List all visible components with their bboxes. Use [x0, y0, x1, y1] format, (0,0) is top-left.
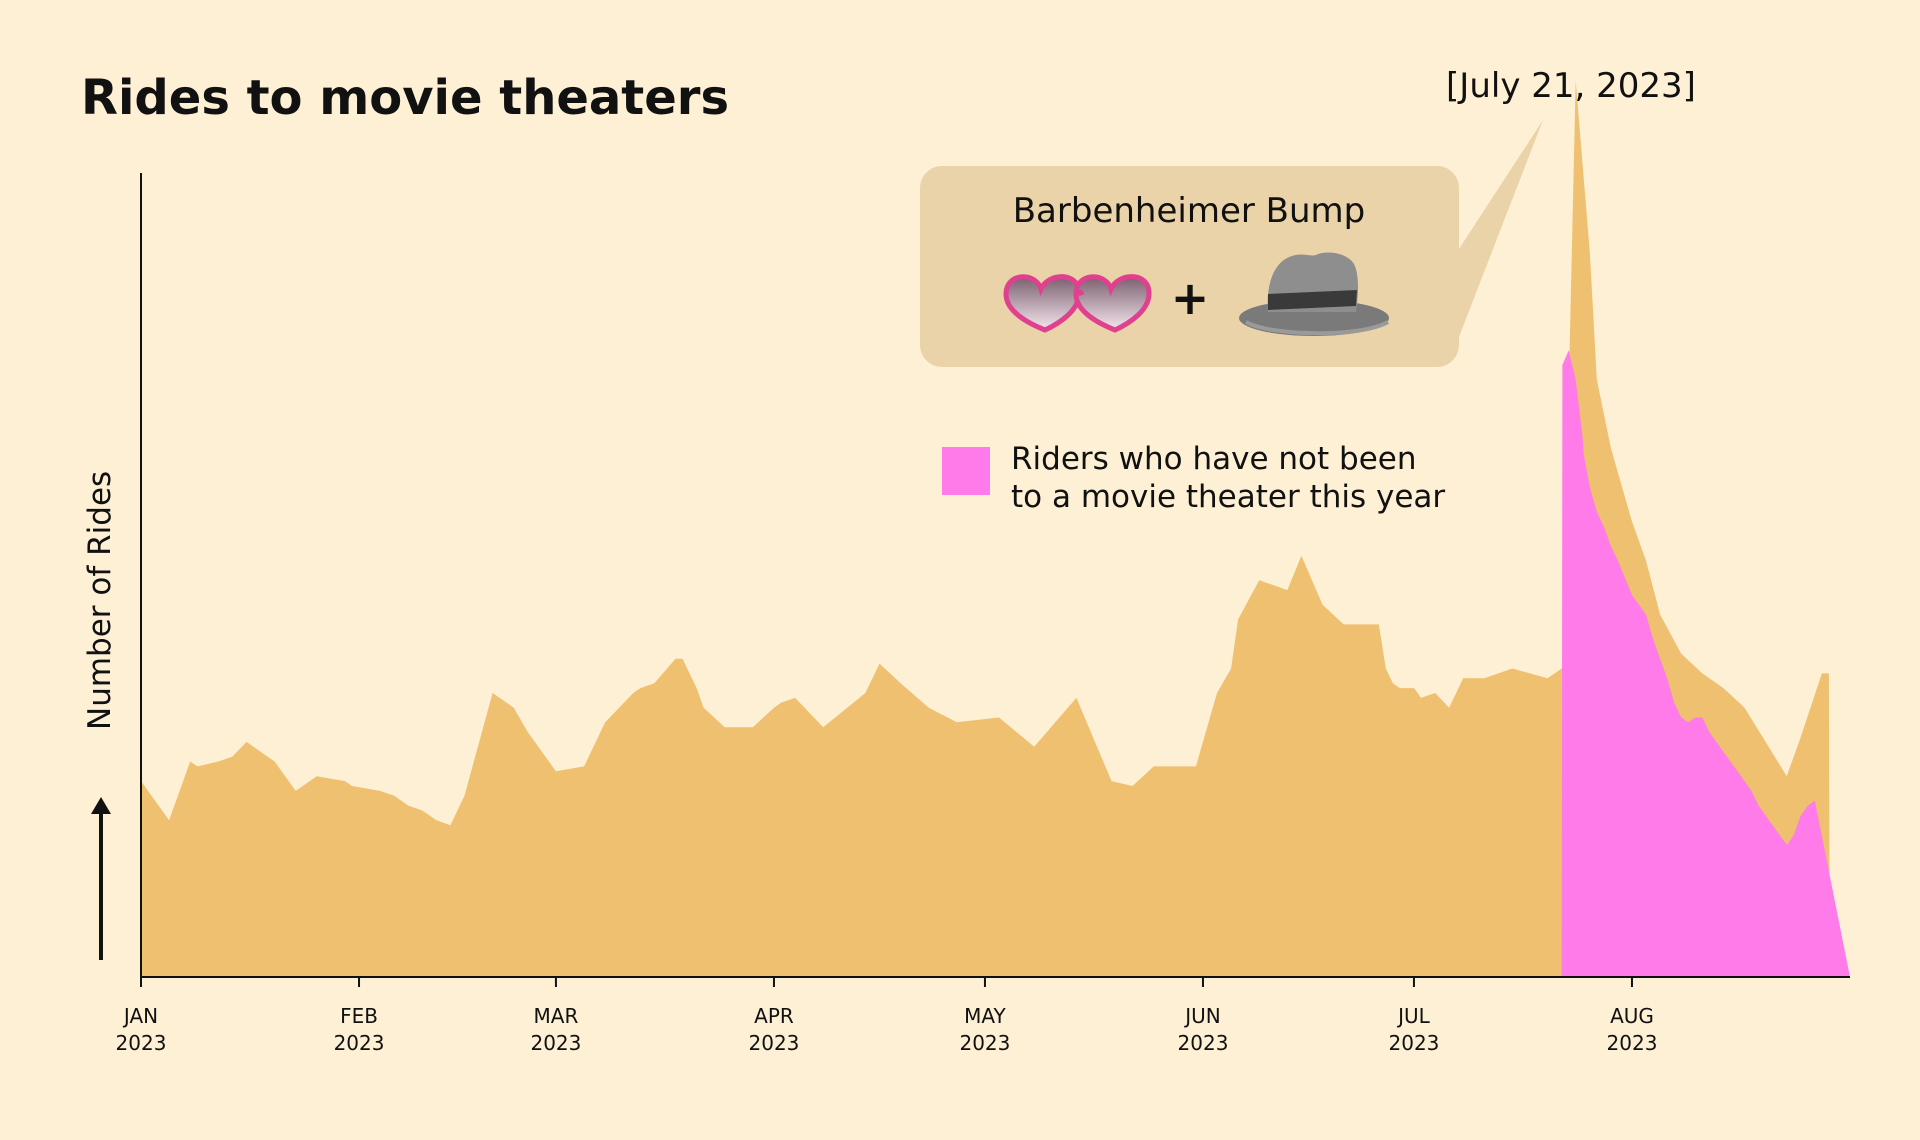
x-tick-label-may: MAY — [964, 1004, 1006, 1028]
x-tick-label-aug: AUG — [1610, 1004, 1654, 1028]
callout-barbenheimer: Barbenheimer Bump + — [920, 120, 1543, 367]
x-tick-year-feb: 2023 — [334, 1031, 385, 1055]
chart-title: Rides to movie theaters — [81, 70, 729, 126]
x-tick-year-may: 2023 — [959, 1031, 1010, 1055]
legend: Riders who have not been to a movie thea… — [942, 441, 1445, 515]
legend-label-line-1: Riders who have not been — [1011, 441, 1416, 477]
x-axis-ticks: JAN 2023 FEB 2023 MAR 2023 APR 2023 MAY 2023 JUN 20… — [116, 977, 1658, 1055]
x-tick-label-apr: APR — [754, 1004, 794, 1028]
x-tick-label-jan: JAN — [122, 1004, 158, 1028]
y-axis-arrow-icon — [91, 797, 111, 960]
legend-label-line-2: to a movie theater this year — [1011, 479, 1445, 515]
x-tick-year-jul: 2023 — [1389, 1031, 1440, 1055]
x-tick-label-jun: JUN — [1183, 1004, 1221, 1028]
y-axis-label: Number of Rides — [82, 471, 118, 730]
x-tick-label-mar: MAR — [534, 1004, 579, 1028]
series-layer — [141, 80, 1850, 978]
x-tick-label-jul: JUL — [1396, 1004, 1431, 1028]
x-tick-year-apr: 2023 — [749, 1031, 800, 1055]
x-tick-year-aug: 2023 — [1607, 1031, 1658, 1055]
heart-sunglasses-icon — [1003, 274, 1152, 333]
series-area-new-riders — [1561, 350, 1850, 977]
x-tick-year-jun: 2023 — [1178, 1031, 1229, 1055]
legend-swatch — [942, 447, 990, 495]
x-tick-year-jan: 2023 — [116, 1031, 167, 1055]
callout-pointer — [1457, 120, 1543, 342]
annotation-date-label: [July 21, 2023] — [1446, 66, 1696, 106]
fedora-hat-icon — [1239, 252, 1389, 336]
series-area-total-rides — [141, 80, 1850, 978]
callout-plus: + — [1171, 271, 1210, 325]
x-tick-label-feb: FEB — [340, 1004, 378, 1028]
callout-title: Barbenheimer Bump — [1013, 191, 1366, 231]
x-tick-year-mar: 2023 — [530, 1031, 581, 1055]
